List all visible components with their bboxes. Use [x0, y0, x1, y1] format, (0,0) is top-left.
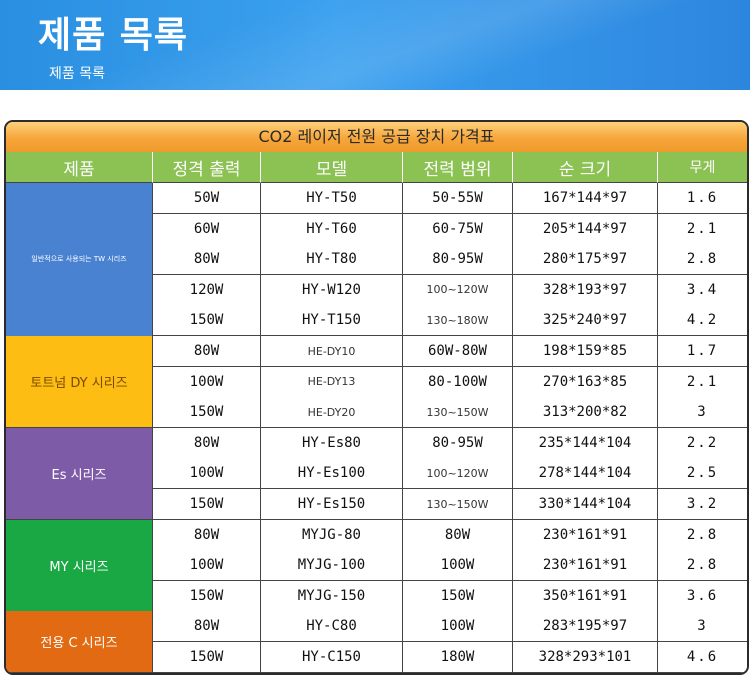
group-tw-series: 일반적으로 사용되는 TW 시리즈 [6, 183, 153, 337]
cell-model: HE-DY13 [261, 366, 403, 398]
cell-rated-output: 120W [153, 274, 261, 306]
cell-net-size: 230*161*91 [513, 550, 658, 582]
cell-net-size: 330*144*104 [513, 489, 658, 521]
group-es-series: Es 시리즈 [6, 427, 153, 521]
cell-weight: 3 [658, 611, 747, 643]
cell-power-range: 130~180W [403, 305, 513, 337]
cell-power-range: 130~150W [403, 397, 513, 429]
cell-net-size: 270*163*85 [513, 366, 658, 398]
cell-rated-output: 100W [153, 550, 261, 582]
cell-rated-output: 50W [153, 183, 261, 215]
header-banner: 제품 목록 제품 목록 [0, 0, 750, 90]
cell-model: HY-W120 [261, 274, 403, 306]
cell-rated-output: 100W [153, 366, 261, 398]
header-net-size: 순 크기 [513, 152, 658, 183]
cell-weight: 2.2 [658, 427, 747, 459]
cell-net-size: 328*193*97 [513, 274, 658, 306]
cell-rated-output: 150W [153, 580, 261, 612]
cell-rated-output: 150W [153, 489, 261, 521]
cell-model: MYJG-150 [261, 580, 403, 612]
cell-model: HY-T50 [261, 183, 403, 215]
banner-decoration [0, 0, 750, 90]
cell-power-range: 80W [403, 519, 513, 551]
cell-rated-output: 100W [153, 458, 261, 490]
cell-power-range: 100W [403, 611, 513, 643]
cell-model: HE-DY10 [261, 336, 403, 368]
cell-weight: 4.2 [658, 305, 747, 337]
cell-model: MYJG-100 [261, 550, 403, 582]
cell-rated-output: 80W [153, 427, 261, 459]
page-title: 제품 목록 [38, 15, 189, 56]
page-subtitle: 제품 목록 [49, 66, 105, 82]
cell-power-range: 180W [403, 642, 513, 673]
cell-power-range: 100W [403, 550, 513, 582]
group-my-series: MY 시리즈 [6, 519, 153, 612]
header-rated-output: 정격 출력 [153, 152, 261, 183]
cell-weight: 2.8 [658, 519, 747, 551]
cell-weight: 3.4 [658, 274, 747, 306]
price-table: CO2 레이저 전원 공급 장치 가격표 제품 정격 출력 모델 전력 범위 순 크기 무… [4, 120, 749, 675]
cell-weight: 2.1 [658, 366, 747, 398]
cell-rated-output: 150W [153, 642, 261, 673]
cell-weight: 4.6 [658, 642, 747, 673]
cell-net-size: 230*161*91 [513, 519, 658, 551]
cell-rated-output: 80W [153, 611, 261, 643]
cell-power-range: 50-55W [403, 183, 513, 215]
cell-model: HY-Es150 [261, 489, 403, 521]
cell-weight: 2.8 [658, 550, 747, 582]
cell-model: HY-T60 [261, 213, 403, 245]
cell-power-range: 100~120W [403, 274, 513, 306]
cell-net-size: 205*144*97 [513, 213, 658, 245]
cell-power-range: 80-100W [403, 366, 513, 398]
cell-model: HY-C150 [261, 642, 403, 673]
cell-net-size: 283*195*97 [513, 611, 658, 643]
cell-power-range: 80-95W [403, 427, 513, 459]
cell-net-size: 167*144*97 [513, 183, 658, 215]
cell-weight: 1.7 [658, 336, 747, 368]
header-product: 제품 [6, 152, 153, 183]
cell-net-size: 278*144*104 [513, 458, 658, 490]
cell-model: HY-T80 [261, 244, 403, 276]
cell-model: HE-DY20 [261, 397, 403, 429]
cell-net-size: 313*200*82 [513, 397, 658, 429]
header-weight: 무게 [658, 152, 747, 183]
cell-weight: 2.5 [658, 458, 747, 490]
cell-power-range: 130~150W [403, 489, 513, 521]
cell-net-size: 328*293*101 [513, 642, 658, 673]
cell-net-size: 198*159*85 [513, 336, 658, 368]
cell-weight: 2.8 [658, 244, 747, 276]
cell-model: HY-T150 [261, 305, 403, 337]
cell-rated-output: 60W [153, 213, 261, 245]
cell-model: HY-Es100 [261, 458, 403, 490]
group-c-series: 전용 C 시리즈 [6, 611, 153, 673]
group-dy-series: 토트넘 DY 시리즈 [6, 336, 153, 429]
cell-net-size: 350*161*91 [513, 580, 658, 612]
cell-rated-output: 150W [153, 397, 261, 429]
cell-weight: 3.6 [658, 580, 747, 612]
header-power-range: 전력 범위 [403, 152, 513, 183]
cell-power-range: 60-75W [403, 213, 513, 245]
cell-weight: 3 [658, 397, 747, 429]
cell-rated-output: 80W [153, 244, 261, 276]
cell-weight: 3.2 [658, 489, 747, 521]
table-caption: CO2 레이저 전원 공급 장치 가격표 [6, 122, 747, 152]
cell-net-size: 280*175*97 [513, 244, 658, 276]
cell-power-range: 150W [403, 580, 513, 612]
cell-model: HY-C80 [261, 611, 403, 643]
cell-power-range: 60W-80W [403, 336, 513, 368]
cell-net-size: 235*144*104 [513, 427, 658, 459]
cell-model: HY-Es80 [261, 427, 403, 459]
cell-net-size: 325*240*97 [513, 305, 658, 337]
cell-rated-output: 80W [153, 336, 261, 368]
cell-weight: 2.1 [658, 213, 747, 245]
cell-rated-output: 80W [153, 519, 261, 551]
cell-rated-output: 150W [153, 305, 261, 337]
cell-power-range: 100~120W [403, 458, 513, 490]
header-model: 모델 [261, 152, 403, 183]
cell-model: MYJG-80 [261, 519, 403, 551]
cell-power-range: 80-95W [403, 244, 513, 276]
cell-weight: 1.6 [658, 183, 747, 215]
